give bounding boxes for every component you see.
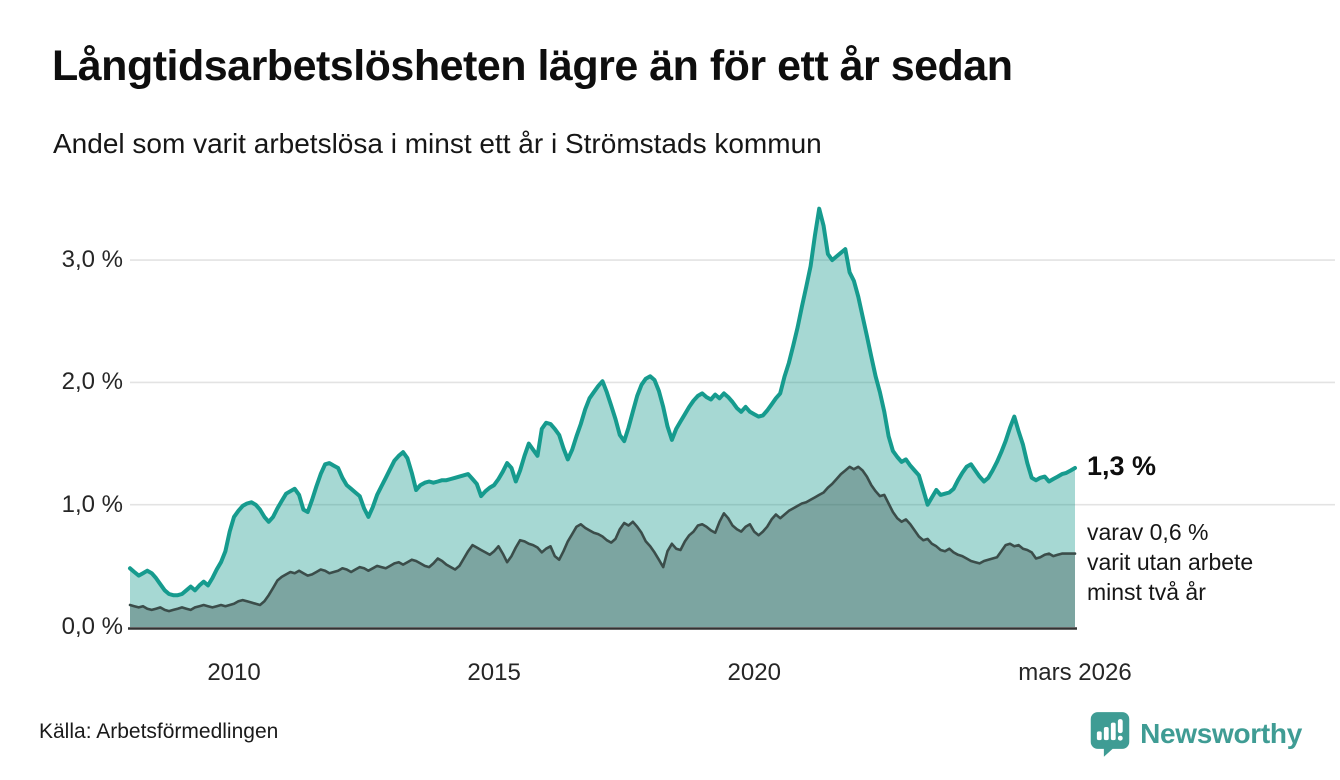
source-note: Källa: Arbetsförmedlingen [39, 720, 279, 743]
series-area [130, 466, 1075, 627]
x-tick-label: 2015 [467, 659, 521, 686]
secondary-annotation-line: varav 0,6 % [1087, 519, 1209, 545]
series-line [128, 206, 1077, 598]
secondary-annotation: varav 0,6 % varit utan arbete minst två … [1087, 517, 1253, 607]
y-tick-label: 1,0 % [61, 490, 123, 518]
y-tick-label: 0,0 % [61, 613, 123, 640]
series-area [130, 208, 1075, 627]
x-tick-label: 2020 [727, 659, 781, 686]
x-tick-label: 2010 [207, 659, 261, 686]
y-tick-label: 2,0 % [61, 368, 123, 396]
secondary-annotation-line: minst två år [1087, 579, 1206, 605]
chart-subtitle: Andel som varit arbetslösa i minst ett å… [53, 128, 822, 159]
y-tick-label: 3,0 % [61, 246, 123, 274]
x-tick-label: mars 2026 [1018, 659, 1132, 686]
page-title: Långtidsarbetslösheten lägre än för ett … [52, 42, 1013, 90]
brand-logo: Newsworthy [1089, 710, 1302, 758]
secondary-annotation-line: varit utan arbete [1087, 549, 1254, 575]
newsworthy-icon [1090, 712, 1130, 757]
series-line [128, 465, 1077, 613]
end-value-label: 1,3 % [1087, 451, 1157, 481]
brand-name: Newsworthy [1140, 718, 1302, 749]
